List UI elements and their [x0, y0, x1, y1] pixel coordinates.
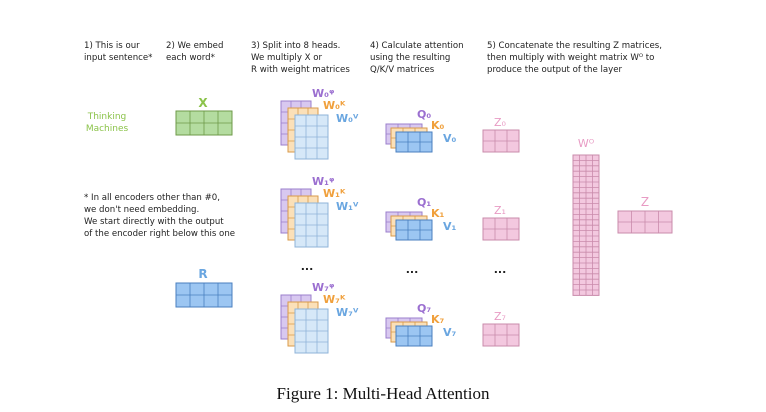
z-output-matrix — [617, 210, 673, 234]
step-text: produce the output of the layer — [487, 65, 622, 75]
step-text: Q/K/V matrices — [370, 65, 435, 75]
z-head-matrix — [482, 129, 520, 153]
q-label: Q₁ — [417, 196, 431, 209]
input-word-machines: Machines — [86, 124, 129, 134]
step-text: each word* — [166, 53, 216, 63]
q-label: Q₇ — [417, 302, 431, 315]
wk-label: W₁ᴷ — [323, 187, 346, 200]
z-head-matrix — [482, 323, 520, 347]
step-text: 4) Calculate attention — [370, 41, 464, 51]
wv-matrix — [294, 114, 329, 160]
wv-matrix — [294, 202, 329, 248]
wo-matrix — [572, 154, 600, 296]
z-head-label: Z₁ — [494, 204, 506, 217]
v-matrix — [395, 219, 433, 241]
k-label: K₇ — [431, 313, 445, 326]
figure-caption: Figure 1: Multi-Head Attention — [276, 384, 490, 403]
wo-label: Wᴼ — [578, 137, 595, 150]
step-text: then multiply with weight matrix Wᴼ to — [487, 53, 654, 63]
z-head-matrix — [482, 217, 520, 241]
z-head-label: Z₇ — [494, 310, 506, 323]
v-label: V₀ — [443, 132, 457, 145]
footnote-text: we don't need embedding. — [84, 205, 199, 215]
v-matrix — [395, 131, 433, 153]
v-label: V₇ — [443, 326, 457, 339]
wv-matrix — [294, 308, 329, 354]
step-text: 2) We embed — [166, 41, 223, 51]
footnote-text: of the encoder right below this one — [84, 229, 235, 239]
input-word-thinking: Thinking — [87, 112, 127, 122]
ellipsis: ... — [406, 263, 419, 276]
ellipsis: ... — [301, 260, 314, 273]
r-label: R — [198, 267, 207, 281]
wv-label: W₇ⱽ — [336, 306, 359, 319]
wk-label: W₀ᴷ — [323, 99, 346, 112]
step-text: 1) This is our — [84, 41, 140, 51]
step-text: using the resulting — [370, 53, 450, 63]
k-label: K₀ — [431, 119, 445, 132]
z-output-label: Z — [641, 195, 649, 209]
step-text: input sentence* — [84, 53, 153, 63]
v-matrix — [395, 325, 433, 347]
wq-label: W₇ᵠ — [312, 281, 335, 294]
wq-label: W₁ᵠ — [312, 175, 335, 188]
wk-label: W₇ᴷ — [323, 293, 346, 306]
x-label: X — [198, 96, 208, 110]
wv-label: W₀ⱽ — [336, 112, 359, 125]
v-label: V₁ — [443, 220, 457, 233]
step-text: 3) Split into 8 heads. — [251, 41, 340, 51]
z-head-label: Z₀ — [494, 116, 507, 129]
footnote-text: * In all encoders other than #0, — [84, 193, 220, 203]
r-matrix — [175, 282, 233, 308]
wv-label: W₁ⱽ — [336, 200, 359, 213]
footnote-text: We start directly with the output — [84, 217, 224, 227]
step-text: 5) Concatenate the resulting Z matrices, — [487, 41, 662, 51]
step-text: R with weight matrices — [251, 65, 350, 75]
x-embedding-matrix — [175, 110, 233, 136]
ellipsis: ... — [494, 263, 507, 276]
step-text: We multiply X or — [251, 53, 323, 63]
k-label: K₁ — [431, 207, 445, 220]
wq-label: W₀ᵠ — [312, 87, 335, 100]
q-label: Q₀ — [417, 108, 431, 121]
